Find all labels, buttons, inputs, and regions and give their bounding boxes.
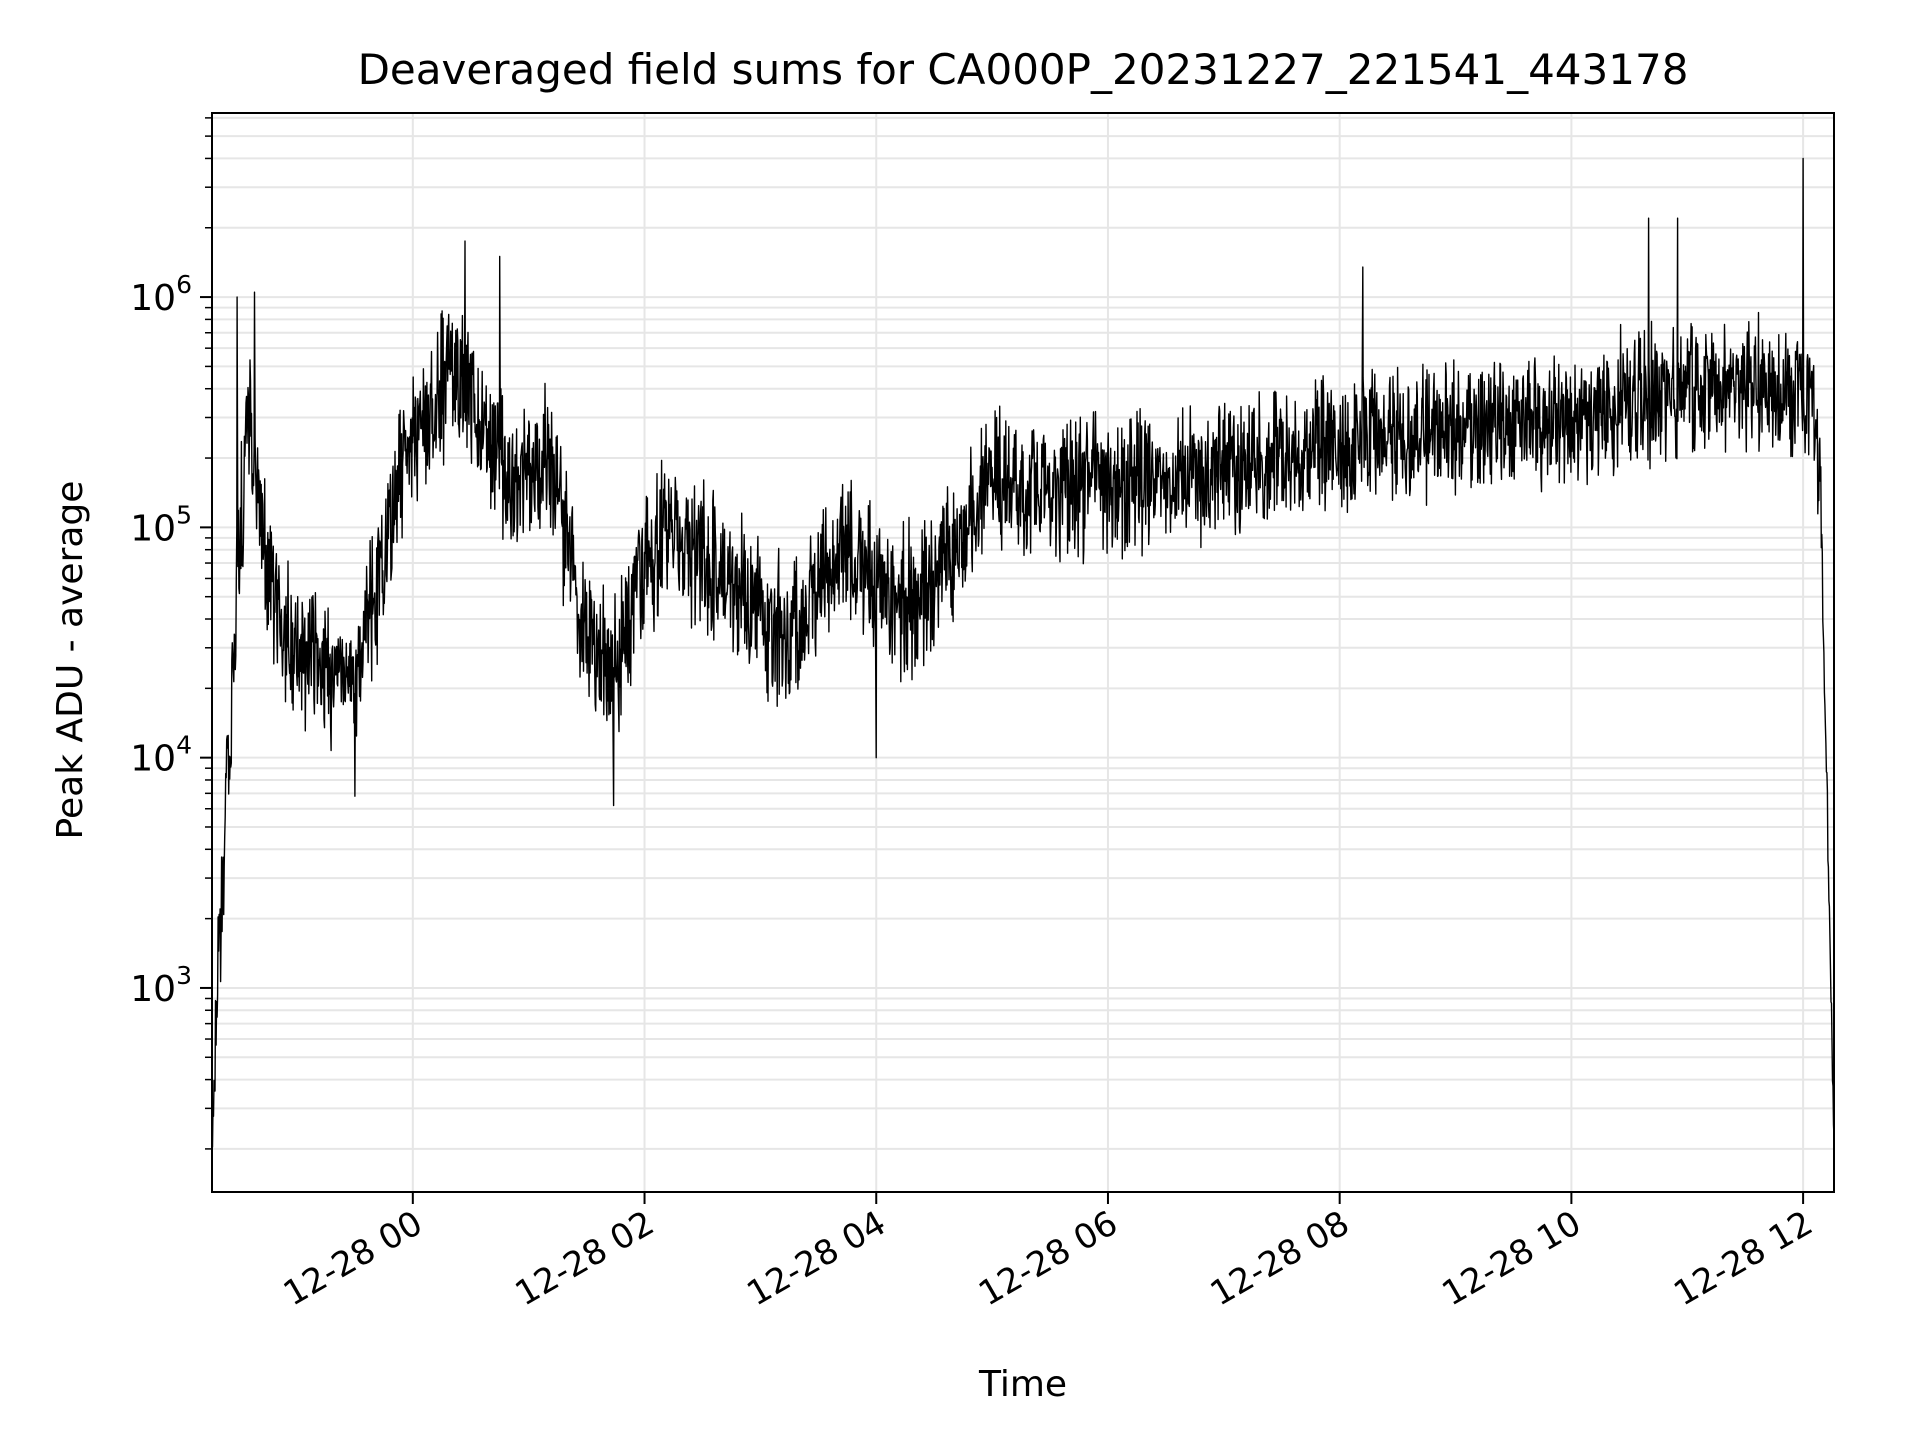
y-tick-label: 104 bbox=[130, 731, 192, 780]
y-tick-label: 105 bbox=[130, 500, 192, 549]
chart-title: Deaveraged field sums for CA000P_2023122… bbox=[358, 45, 1689, 94]
y-axis-label: Peak ADU - average bbox=[50, 481, 91, 840]
x-axis-label: Time bbox=[978, 1364, 1067, 1405]
y-tick-label: 103 bbox=[130, 961, 192, 1010]
y-tick-label: 106 bbox=[130, 270, 192, 319]
series-line bbox=[211, 157, 1835, 1148]
plot-frame bbox=[211, 112, 1835, 1193]
plot-area bbox=[211, 157, 1835, 1148]
